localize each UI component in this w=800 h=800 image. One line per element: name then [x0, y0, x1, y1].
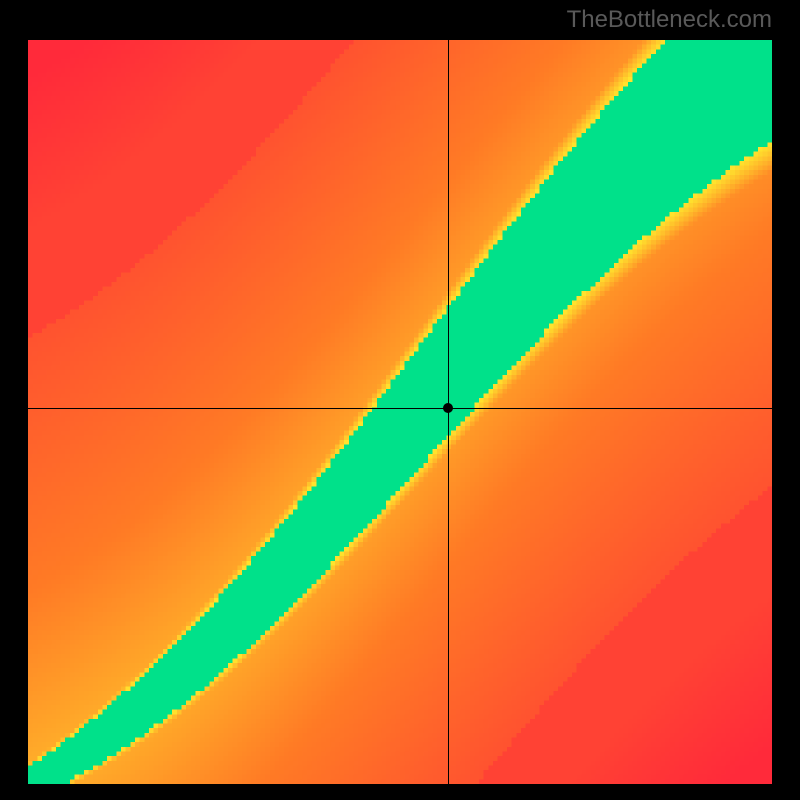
heatmap-plot	[28, 40, 772, 784]
heatmap-canvas	[28, 40, 772, 784]
watermark-text: TheBottleneck.com	[567, 6, 772, 34]
marker-dot	[443, 403, 453, 413]
crosshair-horizontal	[28, 408, 772, 409]
